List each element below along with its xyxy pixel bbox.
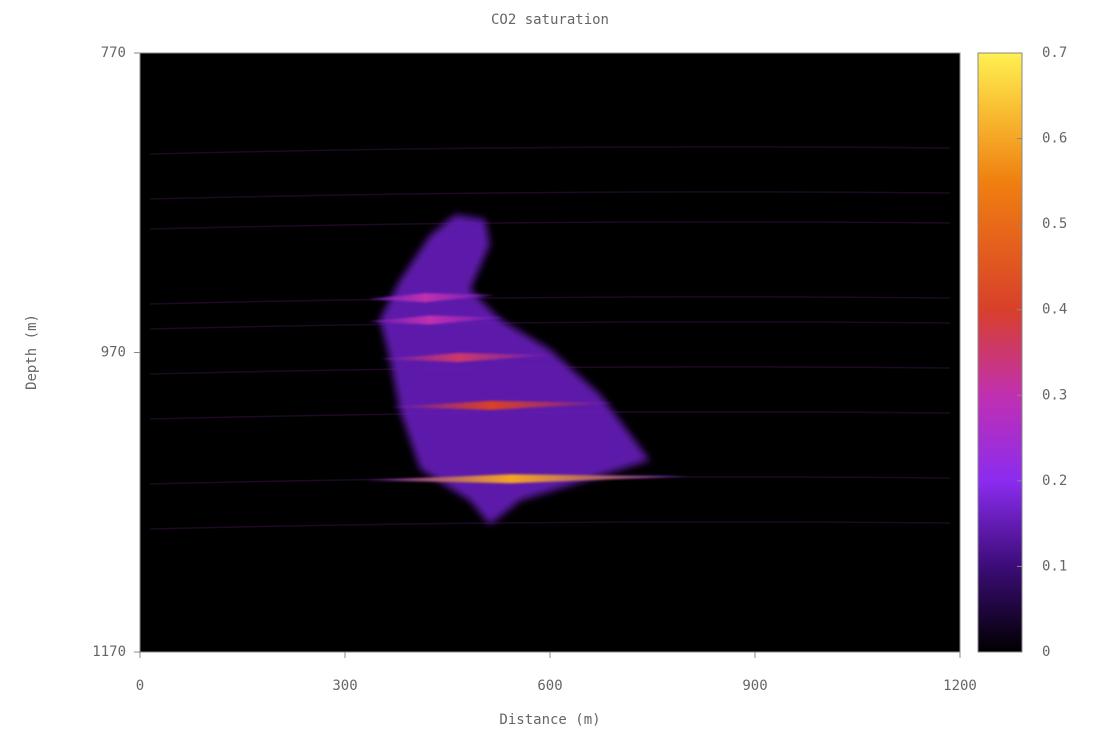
layer-trace [149, 146, 951, 155]
saturation-lens [368, 293, 496, 303]
layer-trace [149, 296, 951, 305]
x-axis-label: Distance (m) [499, 712, 600, 728]
x-tick-label: 300 [332, 678, 357, 694]
x-tick-label: 600 [537, 678, 562, 694]
layer-trace [149, 221, 951, 230]
saturation-lens [390, 400, 615, 410]
colorbar-tick-label: 0 [1042, 644, 1050, 660]
y-axis-label: Depth (m) [24, 314, 40, 390]
x-tick-label: 0 [136, 678, 144, 694]
x-tick-label: 900 [742, 678, 767, 694]
saturation-lens [379, 352, 555, 362]
saturation-lens [364, 474, 691, 484]
layer-trace [149, 321, 951, 330]
colorbar-tick-label: 0.7 [1042, 45, 1067, 61]
colorbar [977, 52, 1023, 653]
plume [379, 214, 650, 525]
y-tick-label: 970 [101, 345, 126, 361]
colorbar-tick-label: 0.4 [1042, 302, 1067, 318]
colorbar-tick-label: 0.1 [1042, 558, 1067, 574]
chart-title: CO2 saturation [491, 12, 609, 28]
y-tick-label: 770 [101, 45, 126, 61]
x-tick-label: 1200 [943, 678, 977, 694]
colorbar-tick-label: 0.5 [1042, 216, 1067, 232]
layer-trace [149, 191, 951, 200]
y-tick-label: 1170 [92, 644, 126, 660]
colorbar-tick-label: 0.3 [1042, 387, 1067, 403]
colorbar-tick-label: 0.6 [1042, 131, 1067, 147]
layer-trace [149, 521, 951, 530]
saturation-lens [368, 315, 505, 325]
colorbar-tick-label: 0.2 [1042, 473, 1067, 489]
